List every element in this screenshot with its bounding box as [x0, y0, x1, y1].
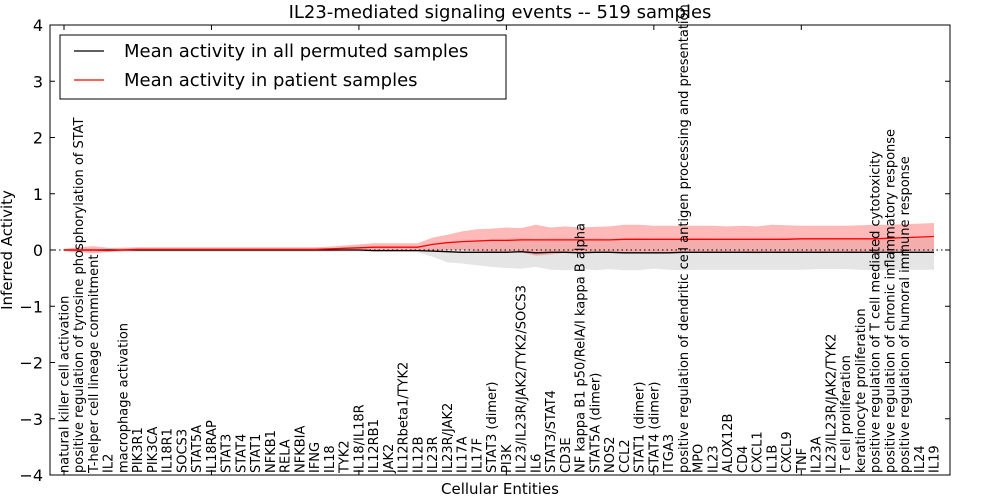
- x-category-label: T-helper cell lineage commitment: [87, 255, 102, 474]
- x-category-label: STAT5A (dimer): [588, 373, 603, 473]
- x-category-label: IL23R/JAK2: [441, 403, 456, 473]
- x-category-label: NFKB1: [264, 430, 279, 473]
- x-category-label: keratinocyte proliferation: [854, 308, 869, 473]
- x-category-label: TNF: [795, 448, 810, 474]
- y-axis-title: Inferred Activity: [0, 190, 16, 310]
- x-category-label: IL23: [706, 445, 721, 473]
- x-category-label: IL17F: [470, 438, 485, 473]
- y-tick-label: 3: [33, 72, 43, 91]
- x-category-label: IL18R1: [161, 428, 176, 473]
- x-category-label: STAT3 (dimer): [485, 382, 500, 473]
- x-category-label: IL23R: [426, 436, 441, 473]
- band-patient: [64, 223, 934, 256]
- x-category-label: PIK3CA: [146, 426, 161, 473]
- x-category-label: IL23A: [810, 436, 825, 473]
- x-category-label: IL12Rbeta1/TYK2: [397, 362, 412, 473]
- legend: Mean activity in all permuted samples Me…: [59, 34, 507, 100]
- y-tick-label: 1: [33, 185, 43, 204]
- x-axis-title: Cellular Entities: [441, 480, 559, 498]
- x-category-label: CD4: [736, 446, 751, 473]
- x-category-label: STAT3/STAT4: [544, 390, 559, 473]
- x-category-label: IL18: [323, 445, 338, 473]
- x-category-label: STAT4 (dimer): [647, 382, 662, 473]
- x-category-label: STAT4: [234, 434, 249, 473]
- x-category-label: T cell proliferation: [839, 355, 854, 474]
- y-tick-label: 4: [33, 16, 43, 35]
- x-category-label: positive regulation of dendritic cell an…: [677, 4, 692, 473]
- x-category-label: IL1B: [765, 445, 780, 473]
- x-category-label: NFKBIA: [293, 426, 308, 473]
- x-category-label: NOS2: [603, 437, 618, 473]
- x-category-label: PI3K: [500, 444, 515, 473]
- x-category-label: natural killer cell activation: [58, 296, 73, 473]
- x-category-label: positive regulation of chronic inflammat…: [883, 129, 898, 473]
- x-category-label: IL6: [529, 454, 544, 473]
- legend-box: [59, 34, 507, 100]
- x-category-label: IL12B: [411, 436, 426, 473]
- x-category-label: IL24: [913, 445, 928, 473]
- x-category-label: CCL2: [618, 439, 633, 473]
- x-category-label: IL18/IL18R: [352, 404, 367, 473]
- x-category-label: STAT1: [249, 434, 264, 473]
- x-category-label: RELA: [279, 439, 294, 473]
- confidence-bands: [64, 223, 934, 271]
- x-tick-labels: natural killer cell activation positive r…: [58, 4, 943, 474]
- x-category-label: IL17A: [456, 436, 471, 473]
- x-category-label: macrophage activation: [117, 323, 132, 473]
- x-category-label: JAK2: [382, 444, 397, 474]
- x-category-label: IL23/IL23R/JAK2/TYK2: [824, 334, 839, 473]
- y-tick-label: 0: [33, 241, 43, 260]
- x-category-label: NF kappa B1 p50/RelA/I kappa B alpha: [574, 223, 589, 473]
- y-tick-label: −1: [19, 297, 43, 316]
- x-category-label: positive regulation of tyrosine phosphor…: [72, 117, 87, 473]
- x-category-label: STAT5A: [190, 425, 205, 473]
- y-tick-label: −2: [19, 354, 43, 373]
- x-category-label: CXCL9: [780, 431, 795, 473]
- y-tick-label: 2: [33, 129, 43, 148]
- x-category-label: CXCL1: [751, 431, 766, 473]
- legend-label-patient: Mean activity in patient samples: [124, 70, 418, 91]
- x-category-label: SOCS3: [176, 429, 191, 473]
- x-category-label: ITGA3: [662, 434, 677, 473]
- x-category-label: STAT1 (dimer): [633, 382, 648, 473]
- x-axis-ticks: [63, 25, 802, 475]
- series-lines: [63, 235, 935, 254]
- x-category-label: IL2: [102, 454, 117, 473]
- x-category-label: PIK3R1: [131, 427, 146, 473]
- y-tick-label: −3: [19, 410, 43, 429]
- line-patient: [64, 235, 935, 252]
- x-category-label: ALOX12B: [721, 414, 736, 473]
- chart-title: IL23-mediated signaling events -- 519 sa…: [289, 2, 712, 23]
- x-category-label: positive regulation of T cell mediated c…: [869, 151, 884, 473]
- x-category-label: IL18RAP: [205, 420, 220, 473]
- legend-label-permuted: Mean activity in all permuted samples: [124, 41, 468, 62]
- x-category-label: IFNG: [308, 442, 323, 473]
- x-category-label: positive regulation of humoral immune re…: [898, 156, 913, 473]
- x-category-label: IL19: [928, 445, 943, 473]
- y-tick-label: −4: [19, 466, 43, 485]
- x-category-label: IL23/IL23R/JAK2/TYK2/SOCS3: [515, 285, 530, 473]
- x-category-label: MPO: [692, 444, 707, 473]
- y-axis-ticks: 4 3 2 1 0 −1 −2 −3 −4: [19, 16, 950, 485]
- x-category-label: IL12RB1: [367, 419, 382, 473]
- x-category-label: STAT3: [220, 434, 235, 473]
- x-category-label: CD3E: [559, 437, 574, 473]
- x-category-label: TYK2: [338, 440, 353, 474]
